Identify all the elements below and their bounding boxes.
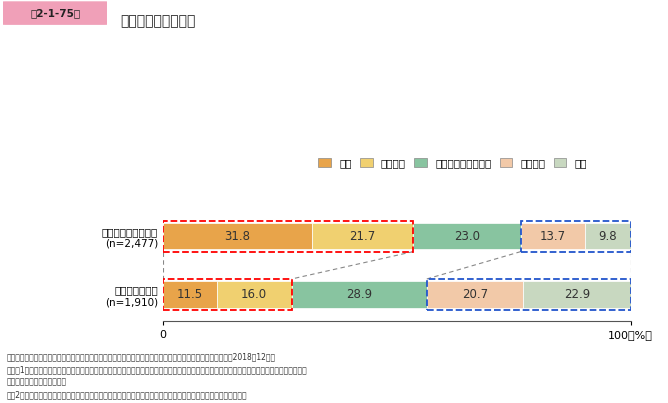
- Text: 22.9: 22.9: [564, 288, 590, 301]
- Text: 9.8: 9.8: [599, 230, 617, 243]
- Bar: [163, 223, 312, 249]
- Text: 13.7: 13.7: [540, 230, 566, 243]
- Text: 資料：みずほ情報総研（株）「中小企業・小規模事業者の次世代への承継及び経営者の引退に関する調査」（2018年12月）
（注）1．ここでいう「事業承継した経営者」: 資料：みずほ情報総研（株）「中小企業・小規模事業者の次世代への承継及び経営者の引…: [7, 353, 307, 399]
- FancyBboxPatch shape: [0, 1, 110, 25]
- Text: 11.5: 11.5: [177, 288, 203, 301]
- Text: 16.0: 16.0: [241, 288, 267, 301]
- Text: 31.8: 31.8: [224, 230, 250, 243]
- Bar: [163, 221, 413, 251]
- Text: 20.7: 20.7: [462, 288, 488, 301]
- Bar: [427, 281, 524, 307]
- Text: 23.0: 23.0: [454, 230, 480, 243]
- Text: 第2-1-75図: 第2-1-75図: [30, 8, 80, 18]
- Text: 現在の収入の満足度: 現在の収入の満足度: [120, 14, 196, 28]
- Bar: [291, 281, 427, 307]
- Legend: 満足, やや満足, どちらとも言えない, やや不満, 不満: 満足, やや満足, どちらとも言えない, やや不満, 不満: [319, 158, 587, 168]
- Bar: [584, 223, 631, 249]
- Bar: [163, 279, 291, 310]
- Bar: [520, 223, 584, 249]
- Text: 21.7: 21.7: [349, 230, 375, 243]
- Bar: [216, 281, 291, 307]
- Bar: [413, 223, 520, 249]
- Bar: [427, 279, 631, 310]
- Text: 28.9: 28.9: [346, 288, 372, 301]
- Bar: [524, 281, 631, 307]
- Bar: [520, 221, 631, 251]
- Bar: [163, 281, 216, 307]
- Bar: [312, 223, 413, 249]
